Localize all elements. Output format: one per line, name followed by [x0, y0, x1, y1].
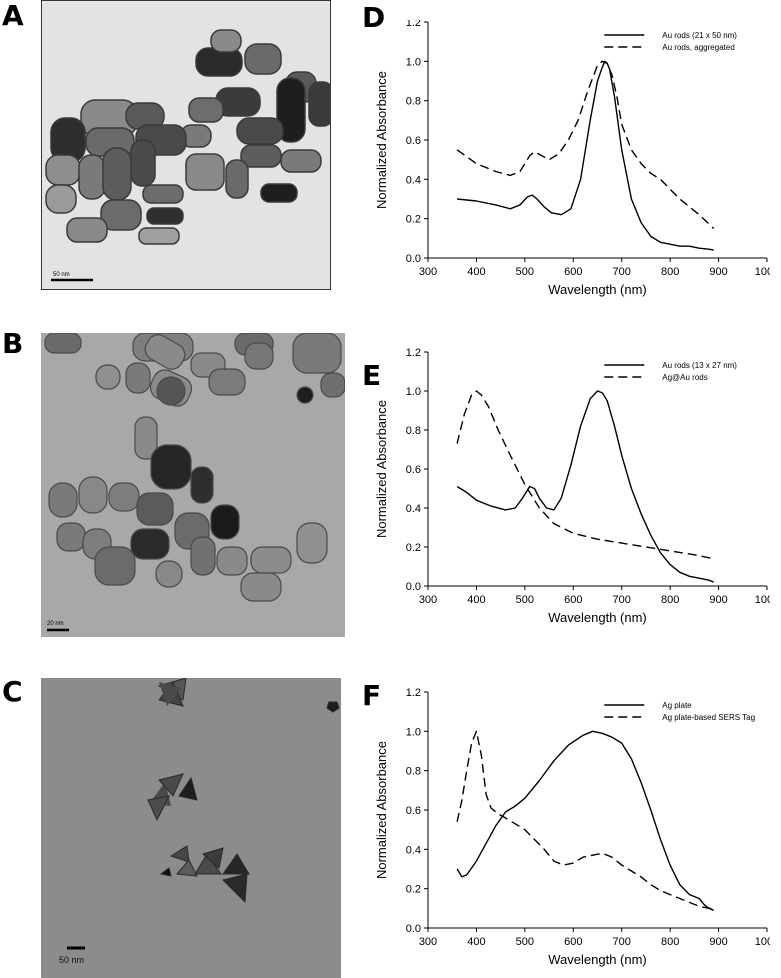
x-tick-label: 300	[419, 594, 437, 606]
x-tick-label: 400	[467, 594, 485, 606]
y-tick-label: 0.8	[406, 766, 421, 778]
panel-letter-c: C	[2, 675, 23, 708]
y-axis-label: Normalized Absorbance	[374, 400, 389, 538]
series-line-2	[456, 730, 714, 910]
x-tick-label: 600	[564, 594, 582, 606]
y-tick-label: 0.0	[406, 253, 421, 265]
panel-letter-d: D	[362, 1, 386, 34]
y-tick-label: 0.2	[406, 542, 421, 554]
y-tick-label: 0.2	[406, 884, 421, 896]
tem-image-a: 50 nm	[41, 0, 331, 290]
y-tick-label: 1.0	[406, 56, 421, 68]
tem-image-c: 50 nm	[41, 678, 341, 978]
y-tick-label: 1.2	[406, 347, 421, 359]
x-tick-label: 500	[516, 936, 534, 948]
y-tick-label: 1.2	[406, 687, 421, 699]
series-line-2	[456, 390, 714, 560]
y-tick-label: 0.6	[406, 805, 421, 817]
x-tick-label: 900	[709, 936, 727, 948]
y-tick-label: 0.2	[406, 214, 421, 226]
legend-label-2: Ag plate-based SERS Tag	[662, 713, 755, 722]
x-tick-label: 500	[516, 594, 534, 606]
series-line-1	[456, 390, 714, 583]
x-tick-label: 600	[564, 936, 582, 948]
y-tick-label: 0.4	[406, 844, 421, 856]
x-axis-label: Wavelength (nm)	[548, 282, 647, 297]
y-tick-label: 0.4	[406, 503, 421, 515]
y-tick-label: 0.6	[406, 135, 421, 147]
x-tick-label: 800	[661, 266, 679, 278]
panel-letter-e: E	[362, 359, 382, 392]
panel-letter-b: B	[2, 327, 24, 360]
x-tick-label: 900	[709, 266, 727, 278]
scale-bar-a-label: 50 nm	[53, 272, 70, 278]
y-tick-label: 0.8	[406, 425, 421, 437]
legend-label-1: Au rods (13 x 27 nm)	[662, 361, 737, 370]
chart-f: 300 400 500 600 700 800 900 1000 0.0 0.2 0.4 0.6 0.8…	[374, 687, 770, 967]
x-tick-label: 400	[467, 266, 485, 278]
x-tick-label: 500	[516, 266, 534, 278]
y-tick-label: 0.0	[406, 581, 421, 593]
y-tick-label: 1.0	[406, 386, 421, 398]
chart-e: 300 400 500 600 700 800 900 1000 0.0 0.2 0.4 0.6 0.8…	[374, 347, 770, 625]
scale-bar-c-label: 50 nm	[59, 955, 84, 965]
y-axis-label: Normalized Absorbance	[374, 741, 389, 879]
x-axis-label: Wavelength (nm)	[548, 610, 647, 625]
y-tick-label: 1.0	[406, 726, 421, 738]
chart-d: 300 400 500 600 700 800 900 1000 0.0 0.2 0.4 0.6 0.8…	[374, 20, 770, 297]
y-axis-label: Normalized Absorbance	[374, 71, 389, 209]
y-tick-label: 0.0	[406, 923, 421, 935]
x-tick-label: 1000	[755, 936, 770, 948]
x-tick-label: 700	[613, 594, 631, 606]
x-tick-label: 600	[564, 266, 582, 278]
legend-label-1: Ag plate	[662, 701, 692, 710]
y-tick-label: 0.6	[406, 464, 421, 476]
panel-letter-f: F	[362, 679, 382, 712]
legend-label-2: Au rods, aggregated	[662, 43, 735, 52]
series-line-1	[457, 60, 714, 251]
triangle-plates	[147, 773, 250, 904]
x-tick-label: 300	[419, 266, 437, 278]
x-tick-label: 800	[661, 594, 679, 606]
x-tick-label: 1000	[755, 266, 770, 278]
x-tick-label: 300	[419, 936, 437, 948]
y-tick-label: 0.4	[406, 174, 421, 186]
nanorod-cluster-b	[44, 333, 345, 602]
scale-bar-b-label: 20 nm	[47, 621, 64, 627]
tem-image-b: 20 nm	[41, 333, 345, 637]
x-tick-label: 400	[467, 936, 485, 948]
legend-label-1: Au rods (21 x 50 nm)	[662, 31, 737, 40]
series-line-2	[456, 60, 715, 230]
x-tick-label: 800	[661, 936, 679, 948]
x-tick-label: 1000	[755, 594, 770, 606]
tem-c-background	[41, 678, 341, 978]
nanorod-cluster-a	[45, 29, 331, 245]
x-tick-label: 900	[709, 594, 727, 606]
x-tick-label: 700	[613, 266, 631, 278]
legend-label-2: Ag@Au rods	[662, 373, 707, 382]
panel-letter-a: A	[2, 0, 24, 32]
y-tick-label: 0.8	[406, 96, 421, 108]
series-line-1	[456, 730, 714, 911]
x-tick-label: 700	[613, 936, 631, 948]
x-axis-label: Wavelength (nm)	[548, 952, 647, 967]
y-tick-label: 1.2	[406, 20, 421, 29]
